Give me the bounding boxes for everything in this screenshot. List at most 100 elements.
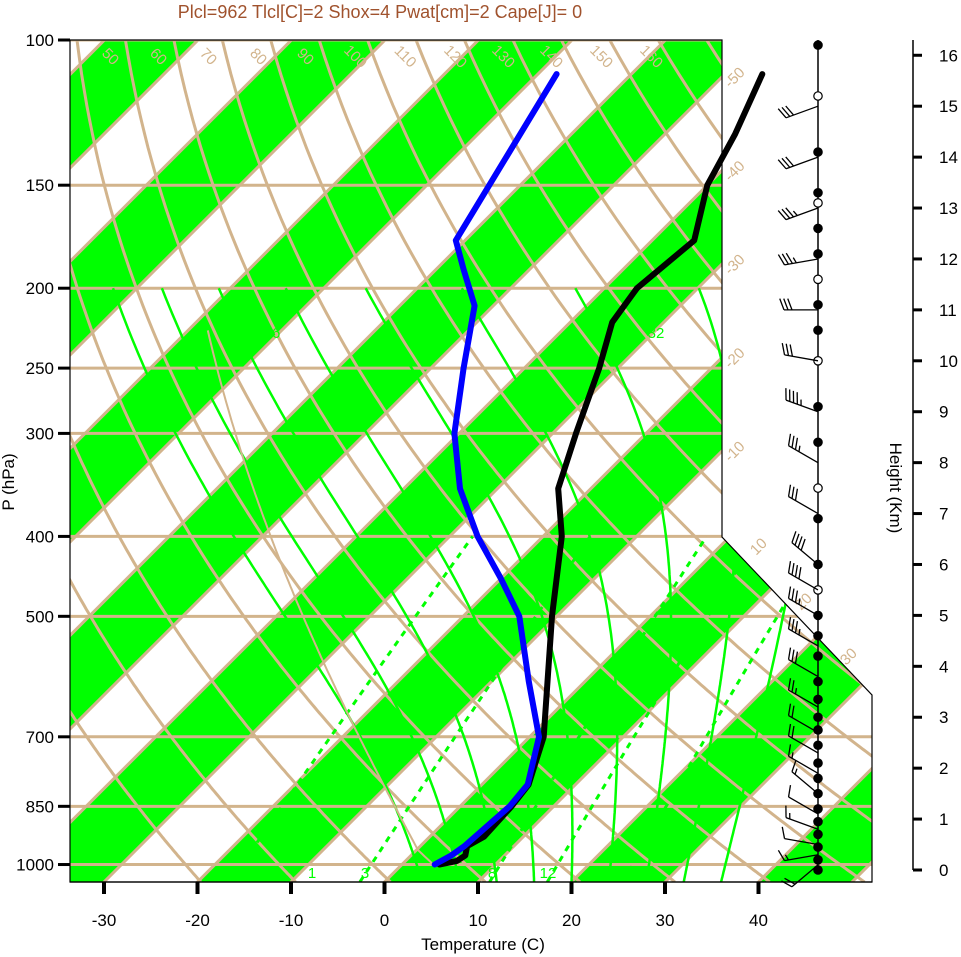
height-tick-label: 7 xyxy=(939,505,948,524)
profile-point xyxy=(813,676,823,687)
mixing-ratio-label: 1 xyxy=(308,865,316,882)
moist-adiabat-label: 24 xyxy=(439,325,456,342)
x-tick-label: 30 xyxy=(656,911,675,930)
profile-point xyxy=(813,829,823,840)
moist-adiabat-label: 16 xyxy=(264,325,281,342)
wind-barb xyxy=(785,805,819,830)
chart-title: Plcl=962 Tlcl[C]=2 Shox=4 Pwat[cm]=2 Cap… xyxy=(178,2,582,22)
mixing-ratio-label: 8 xyxy=(488,865,496,882)
isotherm-label: -20 xyxy=(721,345,748,372)
height-tick-label: 0 xyxy=(939,861,948,880)
profile-point xyxy=(813,274,823,285)
height-tick-label: 1 xyxy=(939,810,948,829)
height-tick-label: 6 xyxy=(939,555,948,574)
profile-point xyxy=(813,725,823,735)
mixing-ratio-label: 3 xyxy=(361,865,369,882)
dry-adiabat xyxy=(73,40,582,882)
moist-adiabat xyxy=(364,287,574,882)
height-tick-label: 5 xyxy=(939,606,948,625)
wind-barb xyxy=(779,298,818,311)
x-tick-label: -30 xyxy=(92,911,117,930)
wind-barb xyxy=(787,678,819,708)
wind-barb xyxy=(787,560,819,591)
dry-adiabat xyxy=(359,40,872,882)
moist-adiabat-label: 32 xyxy=(648,325,665,342)
wind-barb xyxy=(785,388,819,413)
moist-adiabat xyxy=(284,287,536,882)
height-tick-label: 3 xyxy=(939,708,948,727)
dewpoint-trace xyxy=(431,71,560,868)
profile-point xyxy=(813,740,823,751)
dry-adiabat xyxy=(216,40,866,882)
profile-point xyxy=(813,758,823,768)
isotherm-line xyxy=(70,40,405,882)
height-tick-label: 14 xyxy=(939,148,958,167)
profile-point xyxy=(813,147,823,157)
mixing-ratio-line xyxy=(358,535,592,882)
mixing-ratio-line xyxy=(228,535,474,882)
x-tick-label: 40 xyxy=(749,911,768,930)
wind-barb xyxy=(787,484,819,515)
profile-point xyxy=(813,804,823,814)
x-tick-label: 10 xyxy=(469,911,488,930)
moist-adiabat xyxy=(111,287,424,882)
moist-adiabat xyxy=(460,287,619,882)
profile-point xyxy=(813,513,823,524)
dry-adiabat xyxy=(70,40,487,882)
height-tick-label: 11 xyxy=(939,301,957,320)
wind-barb xyxy=(791,760,819,795)
wind-barb xyxy=(777,252,819,266)
isotherm-line xyxy=(647,40,872,882)
profile-point xyxy=(813,773,823,784)
height-tick-label: 13 xyxy=(939,199,958,218)
profile-point xyxy=(813,249,823,259)
isotherm-line xyxy=(460,40,872,882)
profile-point xyxy=(813,40,823,50)
isotherm-line xyxy=(179,40,872,882)
isotherm-label: -50 xyxy=(721,64,748,91)
isotherm-label: -10 xyxy=(721,438,748,465)
x-axis-title: Temperature (C) xyxy=(421,935,545,954)
wind-barb xyxy=(781,826,819,846)
isotherm-line xyxy=(70,40,498,882)
parcel-trace xyxy=(206,330,434,866)
height-tick-label: 2 xyxy=(939,759,948,778)
isotherm-label: -30 xyxy=(721,251,748,278)
y-axis-title: P (hPa) xyxy=(0,453,18,510)
y-tick-label: 1000 xyxy=(16,856,54,875)
profile-point xyxy=(813,630,823,641)
wind-barb xyxy=(781,342,819,362)
mixing-ratio-lines xyxy=(228,535,827,882)
profile-point xyxy=(813,198,823,208)
x-axis: -30 -20 -10 0 10 20 30 40 xyxy=(70,881,872,930)
isotherm-line xyxy=(70,40,311,882)
profile-point xyxy=(813,816,823,827)
height-tick-label: 9 xyxy=(939,403,948,422)
wind-barb xyxy=(787,703,819,734)
height-tick-label: 10 xyxy=(939,352,958,371)
dry-adiabat xyxy=(168,40,771,882)
x-tick-label: 20 xyxy=(562,911,581,930)
mixing-ratio-label: 12 xyxy=(540,865,557,882)
wind-barb xyxy=(787,723,819,754)
dry-adiabat xyxy=(407,40,872,882)
profile-point xyxy=(813,694,823,705)
height-tick-label: 4 xyxy=(939,657,948,676)
temperature-band xyxy=(180,40,872,882)
y-tick-label: 850 xyxy=(26,797,54,816)
wind-barb xyxy=(777,105,819,119)
isotherm-label-lower: 10 xyxy=(747,535,771,559)
wind-barb xyxy=(787,785,819,815)
dry-adiabat xyxy=(121,40,676,882)
wind-barb xyxy=(787,433,819,464)
temperature-band xyxy=(70,40,778,882)
moist-adiabat xyxy=(160,287,461,882)
y-tick-label: 300 xyxy=(26,424,54,443)
dry-adiabats xyxy=(70,40,872,882)
profile-point xyxy=(813,187,823,198)
adiabat-label: 70 xyxy=(196,45,220,69)
profile-point xyxy=(813,325,823,336)
temperature-band xyxy=(554,40,872,882)
